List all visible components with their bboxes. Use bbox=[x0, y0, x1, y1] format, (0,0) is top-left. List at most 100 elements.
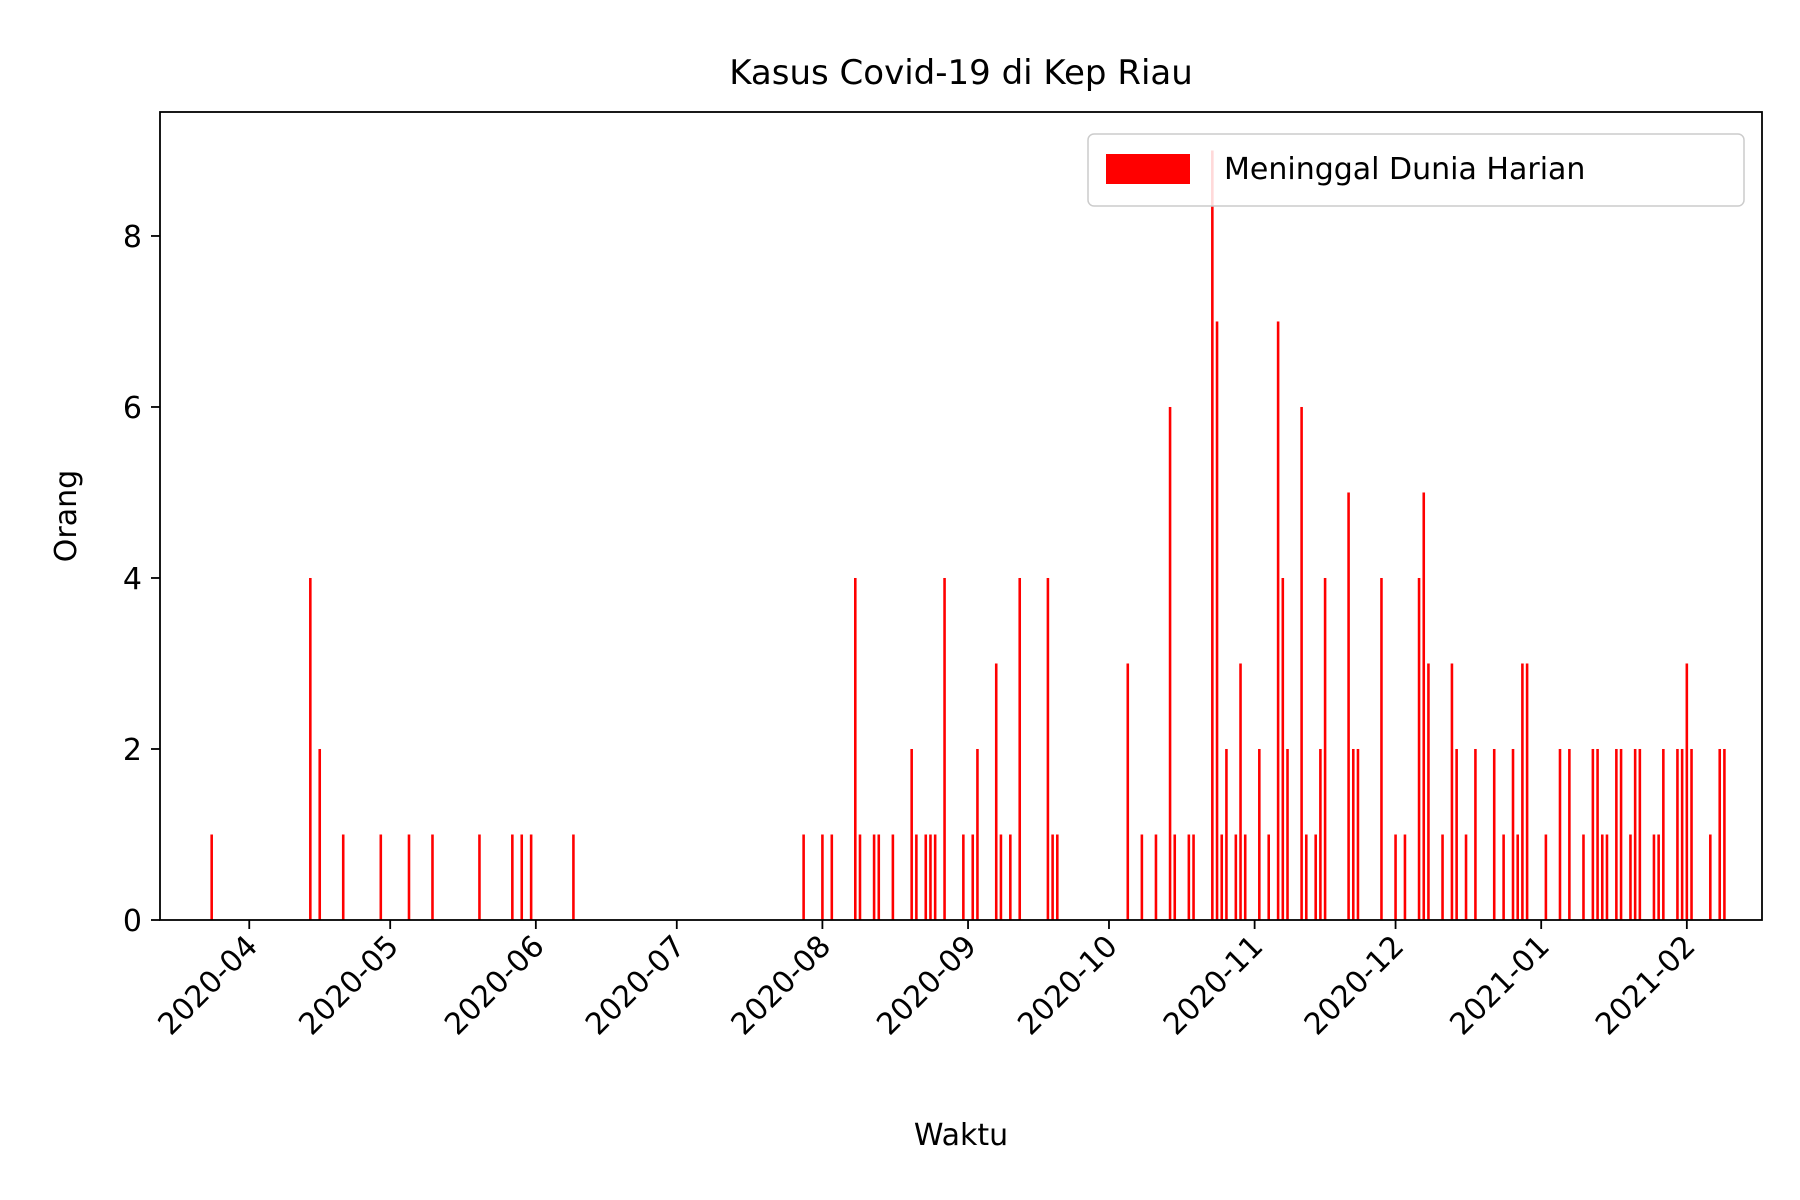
bar bbox=[1356, 748, 1360, 920]
bar bbox=[821, 834, 824, 920]
bar bbox=[1168, 406, 1172, 921]
bar bbox=[924, 834, 928, 920]
bar bbox=[1521, 663, 1524, 920]
bar bbox=[1629, 834, 1632, 920]
bar bbox=[1323, 577, 1327, 920]
bar bbox=[1300, 406, 1303, 921]
bar bbox=[1380, 577, 1383, 920]
bar bbox=[1450, 663, 1454, 920]
bar bbox=[1676, 748, 1679, 920]
bar bbox=[511, 834, 514, 920]
bar bbox=[1215, 321, 1219, 921]
bars-layer bbox=[210, 150, 1726, 921]
bar bbox=[915, 834, 918, 920]
bar bbox=[1220, 834, 1224, 920]
bar bbox=[1286, 748, 1289, 920]
y-tick-label: 4 bbox=[123, 562, 142, 597]
bar bbox=[1685, 663, 1689, 920]
bar bbox=[802, 834, 805, 920]
bar bbox=[1394, 834, 1397, 920]
bar bbox=[891, 834, 895, 920]
bar bbox=[910, 748, 913, 920]
bar bbox=[1657, 834, 1660, 920]
bar bbox=[1591, 748, 1595, 920]
bar bbox=[1690, 748, 1693, 920]
bar bbox=[1638, 748, 1642, 920]
bar bbox=[1258, 748, 1261, 920]
bar bbox=[999, 834, 1003, 920]
bar bbox=[1582, 834, 1585, 920]
bar bbox=[309, 577, 312, 920]
bar bbox=[379, 834, 383, 920]
bar bbox=[478, 834, 481, 920]
bar bbox=[1140, 834, 1144, 920]
bar bbox=[858, 834, 862, 920]
bar bbox=[1422, 492, 1426, 920]
y-ticks: 0 2 4 6 8 bbox=[123, 220, 160, 939]
bar bbox=[1056, 834, 1059, 920]
bar bbox=[1615, 748, 1618, 920]
bar bbox=[933, 834, 937, 920]
bar bbox=[572, 834, 575, 920]
bar bbox=[1558, 748, 1562, 920]
bar bbox=[962, 834, 965, 920]
bar bbox=[1314, 834, 1317, 920]
legend-label: Meninggal Dunia Harian bbox=[1224, 152, 1585, 187]
bar bbox=[1427, 663, 1430, 920]
bar bbox=[1154, 834, 1158, 920]
bar bbox=[1403, 834, 1407, 920]
bar bbox=[1502, 834, 1505, 920]
bar bbox=[1633, 748, 1637, 920]
bar bbox=[1225, 748, 1228, 920]
bar bbox=[210, 834, 213, 920]
bar bbox=[1525, 663, 1529, 920]
bar bbox=[407, 834, 411, 920]
bar bbox=[520, 834, 524, 920]
bar bbox=[1492, 748, 1496, 920]
bar bbox=[1680, 748, 1684, 920]
bar bbox=[872, 834, 876, 920]
bar bbox=[1441, 834, 1444, 920]
bar bbox=[1652, 834, 1656, 920]
bar bbox=[1276, 321, 1280, 921]
bar bbox=[1662, 748, 1665, 920]
bar bbox=[1281, 577, 1285, 920]
bar bbox=[341, 834, 345, 920]
bar bbox=[1018, 577, 1022, 920]
y-tick-label: 6 bbox=[123, 391, 142, 426]
bar bbox=[1474, 748, 1477, 920]
bar bbox=[1605, 834, 1609, 920]
bar bbox=[1267, 834, 1270, 920]
bar bbox=[1126, 663, 1130, 920]
bar bbox=[1173, 834, 1177, 920]
y-axis-label: Orang bbox=[49, 470, 84, 562]
bar bbox=[971, 834, 975, 920]
x-axis-label: Waktu bbox=[914, 1118, 1008, 1153]
y-tick-label: 0 bbox=[123, 904, 142, 939]
bar bbox=[1718, 748, 1722, 920]
bar bbox=[830, 834, 834, 920]
bar bbox=[1319, 748, 1322, 920]
bar bbox=[1455, 748, 1458, 920]
bar bbox=[1464, 834, 1468, 920]
bar bbox=[1544, 834, 1548, 920]
bar bbox=[994, 663, 998, 920]
bar bbox=[929, 834, 932, 920]
bar bbox=[854, 577, 857, 920]
plot-frame bbox=[159, 111, 1763, 921]
bar bbox=[1516, 834, 1519, 920]
bar bbox=[529, 834, 533, 920]
bar bbox=[1511, 748, 1515, 920]
bar bbox=[1234, 834, 1238, 920]
bar bbox=[1568, 748, 1571, 920]
bar bbox=[877, 834, 881, 920]
bar bbox=[1417, 577, 1421, 920]
legend: Meninggal Dunia Harian bbox=[1087, 133, 1745, 207]
y-tick-label: 8 bbox=[123, 220, 142, 255]
legend-box bbox=[1087, 133, 1745, 207]
bar bbox=[1051, 834, 1054, 920]
bar bbox=[1723, 748, 1726, 920]
bar bbox=[1009, 834, 1012, 920]
